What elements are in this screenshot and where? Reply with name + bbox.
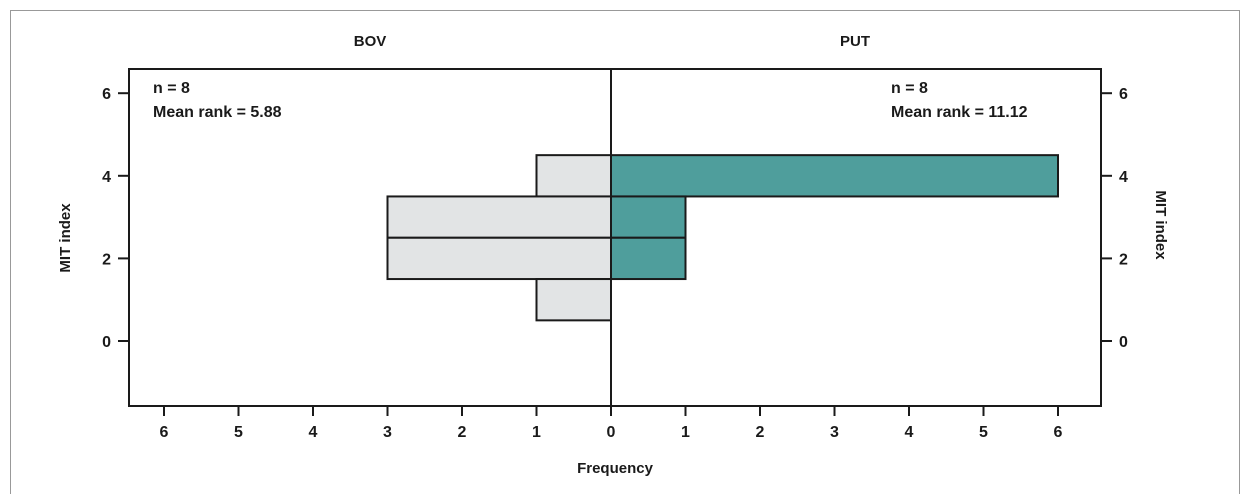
x-tick-left-0-label: 0 (607, 424, 616, 441)
y-tick-left-6-label: 6 (102, 86, 111, 103)
x-tick-left-3-label: 3 (383, 424, 392, 441)
y-tick-right-0-label: 0 (1119, 334, 1128, 351)
bov-bar-mit-2 (386, 236, 612, 281)
x-tick-right-1-label: 1 (681, 424, 690, 441)
bov-mean-rank-label: Mean rank = 5.88 (153, 104, 282, 121)
y-tick-right-4-label: 4 (1119, 169, 1128, 186)
x-tick-right-2-label: 2 (756, 424, 765, 441)
y-tick-left-4-label: 4 (102, 169, 111, 186)
panel-label-put: PUT (840, 33, 870, 50)
put-n-label: n = 8 (891, 80, 928, 97)
x-tick-left-6-label: 6 (160, 424, 169, 441)
put-mean-rank-label: Mean rank = 11.12 (891, 104, 1028, 121)
put-bar-mit-3 (610, 195, 687, 239)
y-tick-left-0-label: 0 (102, 334, 111, 351)
x-tick-left-4-label: 4 (309, 424, 318, 441)
y-axis-label-left: MIT index (57, 203, 74, 273)
bov-bar-mit-1 (535, 278, 612, 322)
bov-bar-mit-4 (535, 154, 612, 198)
x-axis-label: Frequency (577, 460, 654, 477)
x-tick-right-4-label: 4 (905, 424, 914, 441)
x-tick-right-3-label: 3 (830, 424, 839, 441)
panel-label-bov: BOV (354, 33, 387, 50)
bov-n-label: n = 8 (153, 80, 190, 97)
y-axis-label-right: MIT index (1152, 190, 1169, 260)
x-tick-right-6-label: 6 (1054, 424, 1063, 441)
x-tick-left-5-label: 5 (234, 424, 243, 441)
figure-border (10, 10, 1240, 494)
plot-frame (128, 68, 1102, 407)
x-tick-left-1-label: 1 (532, 424, 541, 441)
y-tick-right-6-label: 6 (1119, 86, 1128, 103)
put-bar-mit-2 (610, 236, 687, 281)
bov-bar-mit-3 (386, 195, 612, 239)
x-tick-right-5-label: 5 (979, 424, 988, 441)
y-tick-left-2-label: 2 (102, 251, 111, 268)
put-bar-mit-4 (610, 154, 1059, 198)
x-tick-left-2-label: 2 (458, 424, 467, 441)
y-tick-right-2-label: 2 (1119, 251, 1128, 268)
